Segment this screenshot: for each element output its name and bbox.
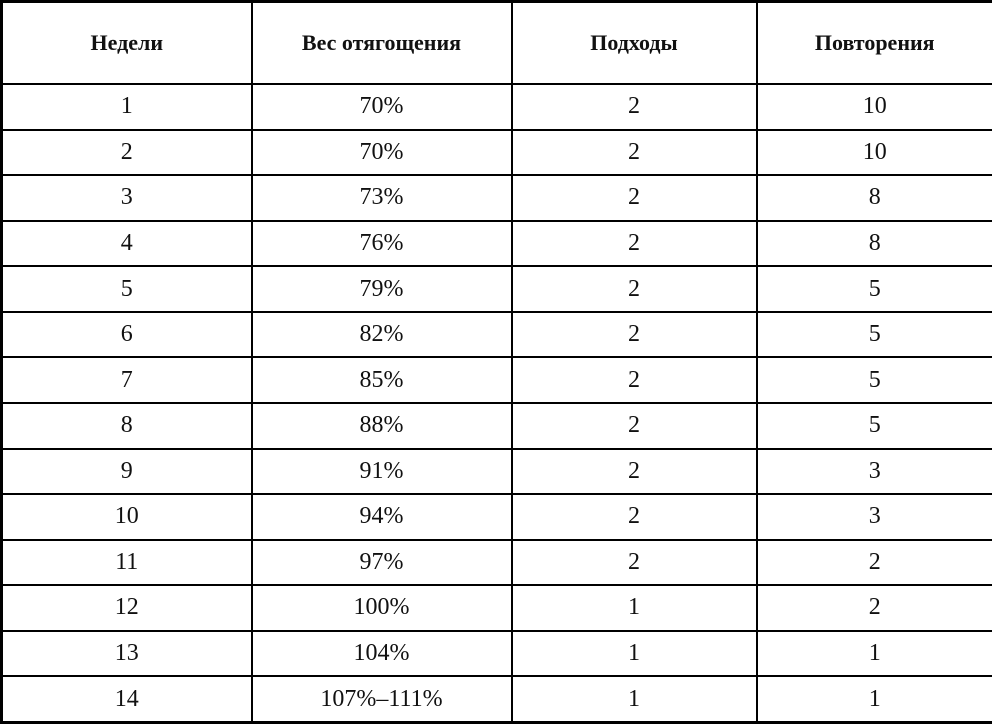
table-cell: 97% — [250, 538, 513, 587]
table-cell: 14 — [0, 675, 253, 724]
header-row: Недели Вес отягощения Подходы Повторения — [0, 0, 992, 85]
table-cell: 104% — [250, 629, 513, 678]
header-cell: Повторения — [755, 0, 992, 85]
table-cell: 10 — [755, 128, 992, 177]
table-cell: 2 — [510, 310, 758, 359]
table-cell: 8 — [755, 174, 992, 222]
table-body: 1 70% 2 10 2 70% 2 10 3 73% 2 8 4 76% 2 8 5 79% 2 5 6 82% 2 5 7 8… — [0, 83, 992, 724]
table-cell: 85% — [250, 356, 513, 404]
table-cell: 2 — [755, 538, 992, 587]
table-row: 5 79% 2 5 — [0, 265, 992, 313]
table-cell: 1 — [755, 629, 992, 678]
table-cell: 5 — [755, 265, 992, 313]
table-cell: 91% — [250, 447, 513, 496]
table-cell: 2 — [510, 128, 758, 177]
table-cell: 100% — [250, 584, 513, 632]
table-cell: 6 — [0, 310, 253, 359]
table-cell: 2 — [510, 447, 758, 496]
table-row: 4 76% 2 8 — [0, 219, 992, 268]
table-cell: 1 — [755, 675, 992, 724]
table-row: 12 100% 1 2 — [0, 584, 992, 632]
table-cell: 5 — [755, 401, 992, 450]
table-cell: 11 — [0, 538, 253, 587]
table-cell: 2 — [510, 219, 758, 268]
table-cell: 70% — [250, 83, 513, 131]
table-cell: 2 — [510, 493, 758, 541]
table-cell: 1 — [510, 675, 758, 724]
table-cell: 8 — [0, 401, 253, 450]
table-cell: 5 — [755, 310, 992, 359]
table-cell: 5 — [755, 356, 992, 404]
table-row: 9 91% 2 3 — [0, 447, 992, 496]
table-cell: 9 — [0, 447, 253, 496]
table-cell: 4 — [0, 219, 253, 268]
table-cell: 76% — [250, 219, 513, 268]
table-cell: 2 — [510, 356, 758, 404]
table-cell: 13 — [0, 629, 253, 678]
table-cell: 2 — [0, 128, 253, 177]
table-row: 3 73% 2 8 — [0, 174, 992, 222]
table-cell: 2 — [510, 538, 758, 587]
header-cell: Недели — [0, 0, 253, 85]
table-cell: 10 — [0, 493, 253, 541]
table-cell: 2 — [510, 83, 758, 131]
table-cell: 3 — [0, 174, 253, 222]
table-cell: 12 — [0, 584, 253, 632]
table-cell: 3 — [755, 447, 992, 496]
table-cell: 79% — [250, 265, 513, 313]
table-row: 8 88% 2 5 — [0, 401, 992, 450]
table-cell: 1 — [510, 584, 758, 632]
table-cell: 94% — [250, 493, 513, 541]
table-row: 2 70% 2 10 — [0, 128, 992, 177]
table-cell: 2 — [510, 174, 758, 222]
table-cell: 82% — [250, 310, 513, 359]
table-cell: 73% — [250, 174, 513, 222]
header-cell: Подходы — [510, 0, 758, 85]
table-cell: 70% — [250, 128, 513, 177]
table-row: 13 104% 1 1 — [0, 629, 992, 678]
table-cell: 1 — [510, 629, 758, 678]
header-cell: Вес отягощения — [250, 0, 513, 85]
table-cell: 2 — [510, 401, 758, 450]
table-cell: 107%–111% — [250, 675, 513, 724]
table-row: 14 107%–111% 1 1 — [0, 675, 992, 724]
table-row: 6 82% 2 5 — [0, 310, 992, 359]
table-cell: 7 — [0, 356, 253, 404]
table-cell: 5 — [0, 265, 253, 313]
table-row: 1 70% 2 10 — [0, 83, 992, 131]
table-cell: 3 — [755, 493, 992, 541]
table-cell: 88% — [250, 401, 513, 450]
table-cell: 1 — [0, 83, 253, 131]
table-cell: 8 — [755, 219, 992, 268]
table-cell: 2 — [755, 584, 992, 632]
table-cell: 2 — [510, 265, 758, 313]
table-row: 7 85% 2 5 — [0, 356, 992, 404]
table-cell: 10 — [755, 83, 992, 131]
table-row: 11 97% 2 2 — [0, 538, 992, 587]
table-row: 10 94% 2 3 — [0, 493, 992, 541]
